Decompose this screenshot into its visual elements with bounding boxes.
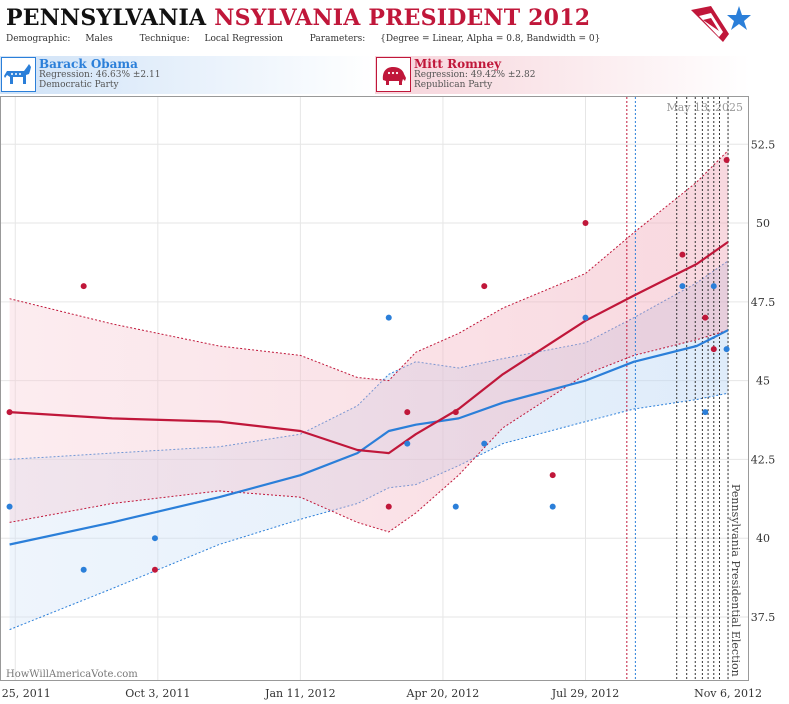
poll-point (385, 314, 392, 321)
poll-point (80, 566, 87, 573)
poll-point (549, 503, 556, 510)
y-tick-label: 45 (756, 375, 770, 388)
regression-trend-line (9, 241, 729, 455)
poll-point (679, 251, 686, 258)
y-tick-label: 42.5 (751, 453, 776, 466)
poll-point (404, 409, 411, 416)
poll-point (151, 566, 158, 573)
parameters-value: {Degree = Linear, Alpha = 0.8, Bandwidth… (380, 34, 601, 44)
y-tick-label: 37.5 (751, 611, 776, 624)
x-tick-label: Jul 29, 2012 (551, 687, 620, 700)
y-tick-label: 47.5 (751, 296, 776, 309)
poll-point (385, 503, 392, 510)
parameters-label: Parameters: (309, 34, 366, 44)
obama-legend: Barack Obama Regression: 46.63% ±2.11 De… (0, 56, 375, 94)
poll-point (404, 440, 411, 447)
parameters-info: Parameters: {Degree = Linear, Alpha = 0.… (310, 34, 613, 44)
watermark: HowWillAmericaVote.com (6, 669, 138, 680)
chart-title: PENNSYLVANIA NSYLVANIA PRESIDENT 2012 (6, 5, 590, 31)
technique-label: Technique: (139, 34, 190, 44)
date-stamp: May 13, 2025 (666, 101, 743, 114)
demographic-info: Demographic: Males (6, 34, 125, 44)
poll-point (582, 314, 589, 321)
y-tick-label: 40 (756, 532, 770, 545)
x-tick-label: Nov 6, 2012 (694, 687, 762, 700)
poll-point (6, 503, 13, 510)
flag-star-logo-icon (691, 6, 751, 42)
poll-point (723, 346, 730, 353)
y-tick-label: 50 (756, 217, 770, 230)
state-name: PENNSYLVANIA (6, 5, 207, 31)
poll-point (710, 346, 717, 353)
poll-point (151, 535, 158, 542)
obama-party: Democratic Party (39, 80, 119, 90)
poll-point (452, 409, 459, 416)
romney-name: Mitt Romney (414, 57, 502, 71)
upper-bound-line (9, 150, 729, 382)
plot-frame (0, 96, 749, 681)
poll-point (723, 157, 730, 164)
race-name: NSYLVANIA PRESIDENT 2012 (214, 5, 591, 31)
poll-point (481, 283, 488, 290)
regression-trend-line (9, 329, 729, 546)
regression-chart: 37.5 40 42.5 45 47.5 50 52.5 Jun 25, 2011 Oct 3,… (0, 96, 776, 700)
poll-point (549, 472, 556, 479)
poll-point (702, 314, 709, 321)
elephant-icon (376, 57, 411, 92)
poll-point (710, 283, 717, 290)
romney-legend: Mitt Romney Regression: 49.42% ±2.82 Rep… (375, 56, 750, 94)
y-tick-label: 52.5 (751, 138, 776, 151)
x-tick-label: Jun 25, 2011 (0, 687, 51, 700)
romney-regression: Regression: 49.42% ±2.82 (414, 70, 536, 80)
obama-regression: Regression: 46.63% ±2.11 (39, 70, 161, 80)
romney-party: Republican Party (414, 80, 493, 90)
technique-value: Local Regression (204, 34, 283, 44)
poll-point (679, 283, 686, 290)
poll-point (702, 409, 709, 416)
confidence-band (9, 150, 729, 532)
poll-point (481, 440, 488, 447)
demographic-value: Males (85, 34, 113, 44)
technique-info: Technique: Local Regression (140, 34, 295, 44)
x-tick-label: Oct 3, 2011 (125, 687, 190, 700)
x-tick-label: Apr 20, 2012 (406, 687, 480, 700)
poll-point (452, 503, 459, 510)
poll-point (80, 283, 87, 290)
poll-point (582, 220, 589, 227)
x-tick-label: Jan 11, 2012 (264, 687, 336, 700)
demographic-label: Demographic: (6, 34, 71, 44)
lower-bound-line (9, 329, 729, 533)
obama-name: Barack Obama (39, 57, 138, 71)
donkey-icon (1, 57, 36, 92)
parameters-line: Demographic: Males Technique: Local Regr… (6, 34, 624, 44)
event-label: Pennsylvania Presidential Election (729, 484, 742, 677)
chart-header: PENNSYLVANIA NSYLVANIA PRESIDENT 2012 Dem… (0, 0, 789, 56)
poll-point (6, 409, 13, 416)
